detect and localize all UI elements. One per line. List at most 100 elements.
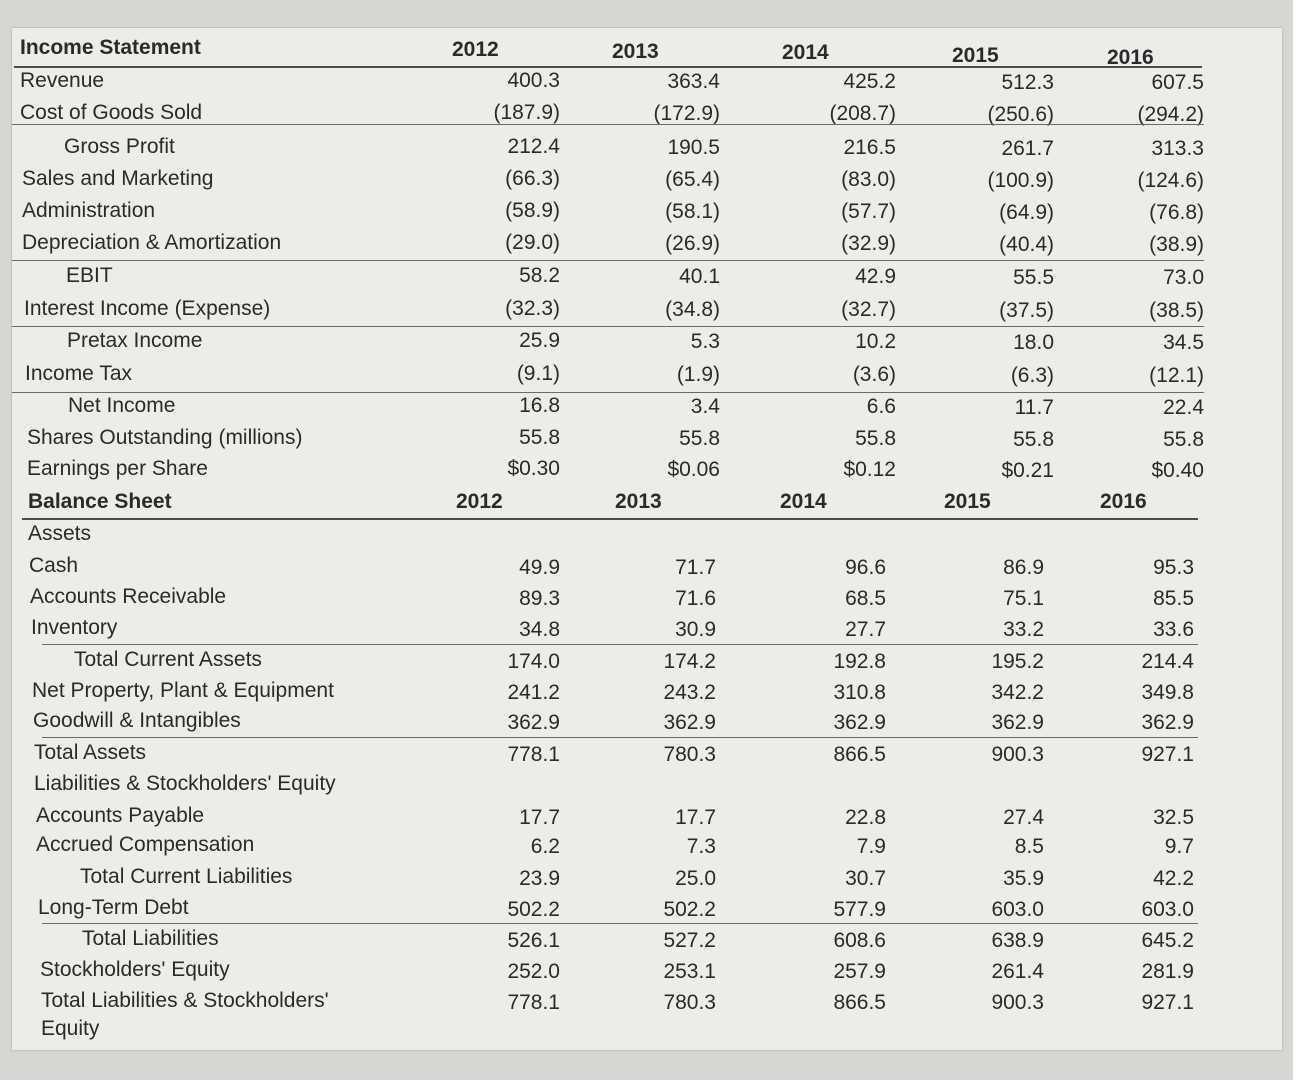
value-cell: (38.5)	[1149, 299, 1204, 323]
value-cell: 55.8	[855, 427, 896, 451]
year-header: 2012	[452, 38, 499, 61]
year-header: 2013	[612, 40, 659, 63]
year-header: 2016	[1100, 490, 1147, 513]
value-cell: 18.0	[1013, 330, 1054, 354]
value-cell: 32.5	[1153, 806, 1194, 829]
value-cell: (58.9)	[505, 199, 560, 222]
value-cell: 55.5	[1013, 265, 1054, 289]
value-cell: 216.5	[843, 136, 896, 160]
value-cell: 33.6	[1153, 618, 1194, 641]
value-cell: 577.9	[833, 898, 886, 921]
row-label: Earnings per Share	[27, 457, 208, 480]
value-cell: 607.5	[1151, 71, 1204, 95]
value-cell: 34.5	[1163, 331, 1204, 355]
value-cell: 362.9	[663, 711, 716, 734]
value-cell: 310.8	[833, 681, 886, 704]
value-cell: 35.9	[1003, 867, 1044, 890]
value-cell: 257.9	[833, 960, 886, 983]
subtotal-rule	[42, 737, 1198, 738]
value-cell: 425.2	[843, 70, 896, 94]
value-cell: 42.9	[855, 265, 896, 289]
row-label: Inventory	[31, 616, 118, 639]
value-cell: 17.7	[519, 806, 560, 829]
income-statement-title: Income Statement	[20, 36, 201, 59]
value-cell: 5.3	[690, 329, 720, 353]
value-cell: 927.1	[1141, 743, 1194, 766]
row-label: Sales and Marketing	[22, 167, 214, 190]
value-cell: 243.2	[663, 681, 716, 704]
value-cell: 192.8	[833, 650, 886, 673]
value-cell: 261.7	[1001, 136, 1054, 160]
value-cell: 8.5	[1014, 835, 1044, 858]
value-cell: (208.7)	[829, 102, 896, 126]
subtotal-rule	[12, 124, 1204, 125]
value-cell: 10.2	[855, 330, 896, 354]
value-cell: 342.2	[991, 681, 1044, 704]
row-label: Accounts Payable	[36, 804, 205, 827]
subtotal-rule	[12, 392, 1204, 393]
balance-sheet-title: Balance Sheet	[28, 490, 172, 513]
value-cell: 866.5	[833, 743, 886, 766]
value-cell: 17.7	[675, 806, 716, 829]
header-rule	[14, 66, 1202, 68]
value-cell: 362.9	[991, 711, 1044, 734]
value-cell: 362.9	[833, 711, 886, 734]
value-cell: (32.3)	[505, 297, 560, 320]
row-label: Cash	[29, 554, 79, 577]
value-cell: 27.4	[1003, 806, 1044, 829]
row-label: Stockholders' Equity	[40, 958, 230, 981]
value-cell: (76.8)	[1149, 201, 1204, 225]
value-cell: (6.3)	[1010, 363, 1054, 387]
row-label: Interest Income (Expense)	[24, 297, 271, 320]
value-cell: (40.4)	[999, 232, 1054, 256]
value-cell: 645.2	[1141, 929, 1194, 952]
value-cell: 212.4	[507, 135, 560, 158]
value-cell: 55.8	[519, 426, 560, 449]
value-cell: 778.1	[507, 743, 560, 766]
row-label: Equity	[41, 1017, 100, 1040]
value-cell: (34.8)	[665, 297, 720, 321]
value-cell: (187.9)	[493, 101, 560, 124]
value-cell: 27.7	[845, 618, 886, 641]
value-cell: 190.5	[667, 135, 720, 159]
value-cell: 55.8	[1013, 427, 1054, 451]
value-cell: 25.9	[519, 329, 560, 352]
value-cell: 512.3	[1001, 70, 1054, 94]
row-label: Depreciation & Amortization	[22, 231, 282, 254]
value-cell: 86.9	[1003, 556, 1044, 579]
value-cell: 362.9	[1141, 711, 1194, 734]
value-cell: 927.1	[1141, 991, 1194, 1014]
year-header: 2014	[780, 490, 827, 513]
value-cell: 55.8	[1163, 428, 1204, 452]
value-cell: (124.6)	[1137, 169, 1204, 193]
value-cell: 42.2	[1153, 867, 1194, 890]
value-cell: 96.6	[845, 556, 886, 579]
value-cell: (100.9)	[987, 168, 1054, 192]
value-cell: 6.2	[530, 835, 560, 858]
value-cell: 30.9	[675, 618, 716, 641]
row-label: Total Liabilities	[82, 927, 219, 950]
value-cell: 363.4	[667, 69, 720, 93]
row-label: Income Tax	[25, 362, 132, 385]
value-cell: (250.6)	[987, 102, 1054, 126]
value-cell: 85.5	[1153, 587, 1194, 610]
value-cell: 49.9	[519, 556, 560, 579]
value-cell: 174.2	[663, 650, 716, 673]
value-cell: (32.9)	[841, 232, 896, 256]
value-cell: (38.9)	[1149, 233, 1204, 257]
year-header: 2015	[944, 490, 991, 513]
value-cell: 603.0	[1141, 898, 1194, 921]
value-cell: 22.8	[845, 806, 886, 829]
value-cell: 33.2	[1003, 618, 1044, 641]
row-label: Gross Profit	[64, 135, 175, 158]
value-cell: (57.7)	[841, 200, 896, 224]
value-cell: 313.3	[1151, 137, 1204, 161]
value-cell: 900.3	[991, 743, 1044, 766]
value-cell: 608.6	[833, 929, 886, 952]
value-cell: 780.3	[663, 991, 716, 1014]
value-cell: 214.4	[1141, 650, 1194, 673]
value-cell: 6.6	[866, 395, 896, 419]
financial-statements-table: Income Statement 2012 2013 2014 2015 2016 Reve…	[12, 28, 1282, 1050]
value-cell: (64.9)	[999, 200, 1054, 224]
value-cell: 349.8	[1141, 681, 1194, 704]
